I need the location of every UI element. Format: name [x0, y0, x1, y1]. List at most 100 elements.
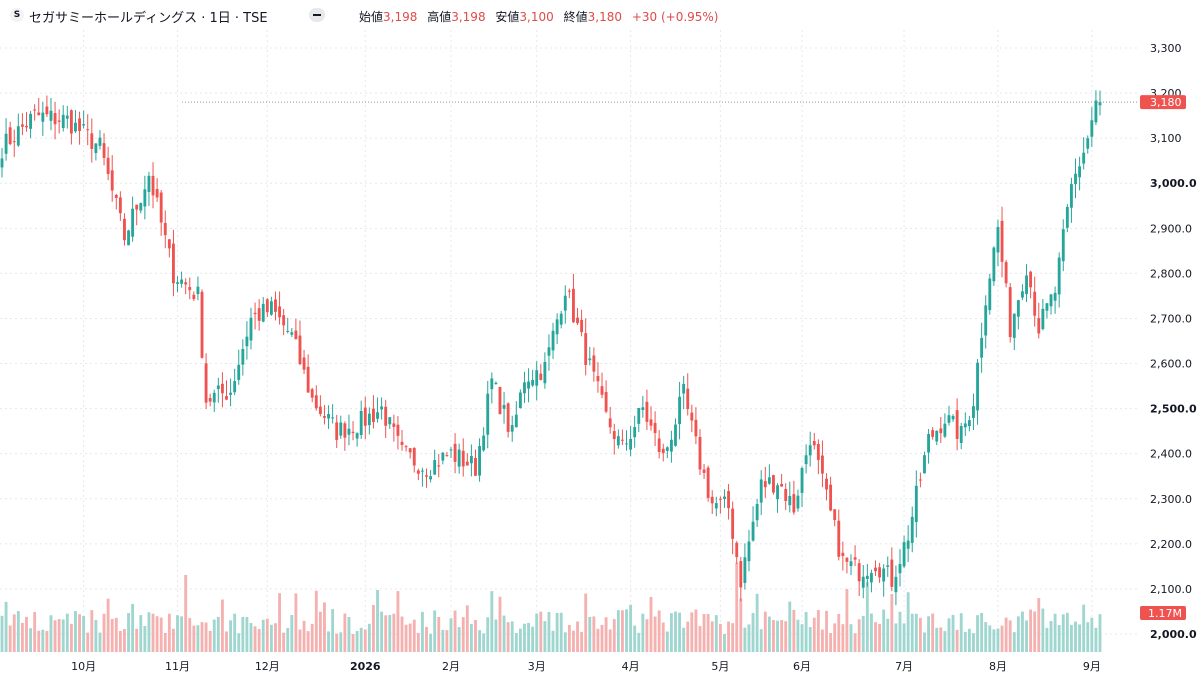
candle-body — [1094, 100, 1098, 123]
volume-bar — [449, 618, 453, 652]
candle-body — [4, 133, 8, 154]
volume-bar — [984, 622, 988, 652]
candle-body — [706, 467, 710, 498]
volume-bar — [923, 632, 926, 652]
volume-bar — [433, 610, 437, 652]
candle-body — [861, 576, 865, 588]
volume-bar — [41, 629, 45, 652]
volume-bar — [200, 622, 204, 652]
candle-body — [531, 380, 535, 386]
volume-bar — [592, 616, 596, 652]
volume-bar — [331, 609, 335, 652]
volume-bar — [804, 612, 808, 652]
candle-body — [931, 430, 935, 437]
volume-bar — [510, 621, 514, 652]
candle-body — [465, 461, 469, 466]
candle-body — [902, 542, 906, 567]
candle-body — [837, 520, 841, 557]
volume-bar — [1000, 625, 1004, 652]
volume-bar — [506, 622, 510, 652]
time-axis[interactable]: 10月 11月 12月 2026 2月 3月 4月 5月 6月 7月 8月 9月 — [71, 660, 1101, 673]
candle-body — [249, 317, 253, 341]
candle-body — [800, 468, 804, 493]
candle-body — [302, 357, 306, 370]
volume-bar — [669, 613, 673, 652]
volume-bar — [1041, 608, 1045, 652]
candle-body — [269, 301, 273, 315]
volume-bar — [723, 633, 726, 652]
candle-body — [621, 439, 624, 441]
candle-body — [110, 170, 114, 191]
volume-bar — [1045, 627, 1049, 652]
volume-bar — [1057, 625, 1061, 652]
candle-body — [698, 436, 702, 470]
candle-body — [547, 347, 551, 356]
volume-bar — [347, 616, 351, 652]
candle-body — [735, 542, 739, 558]
volume-bar — [12, 614, 16, 652]
candle-body — [927, 433, 930, 453]
low-value: 3,100 — [519, 10, 554, 24]
candle-body — [943, 423, 947, 437]
volume-bar — [1004, 617, 1008, 652]
candle-body — [845, 557, 849, 562]
price-axis[interactable]: 3,3003,2003,1003,000.02,900.02,800.02,70… — [1140, 42, 1197, 641]
candle-body — [1053, 292, 1057, 301]
candle-body — [890, 559, 894, 587]
volume-bar — [980, 612, 984, 652]
candle-body — [649, 419, 653, 426]
volume-bar — [637, 632, 641, 652]
candle-body — [494, 382, 498, 385]
collapse-minus-icon[interactable] — [309, 8, 325, 22]
y-tick-label: 3,000.0 — [1150, 177, 1197, 190]
y-tick-label: 2,800.0 — [1150, 267, 1192, 280]
candle-body — [441, 452, 445, 461]
volume-bar — [33, 612, 37, 652]
candle-body — [874, 567, 877, 572]
x-tick-label: 10月 — [71, 660, 96, 673]
candle-body — [220, 383, 224, 394]
volume-bar — [376, 589, 379, 652]
candle-body — [572, 288, 575, 323]
volume-bar — [1033, 611, 1037, 652]
volume-bar — [1061, 614, 1065, 652]
candle-body — [637, 408, 641, 424]
volume-bar — [441, 629, 445, 652]
volume-bar — [396, 591, 400, 652]
volume-bar — [94, 620, 98, 652]
candle-body — [323, 416, 326, 418]
candle-body — [74, 122, 77, 132]
volume-bar — [147, 612, 151, 652]
x-tick-label: 7月 — [895, 660, 913, 673]
candle-body — [498, 386, 502, 414]
volume-bar — [143, 626, 147, 652]
candle-body — [984, 305, 988, 336]
candle-body — [539, 373, 543, 380]
volume-bar — [86, 632, 90, 652]
candle-body — [147, 175, 151, 193]
high-label: 高値 — [427, 10, 452, 24]
candle-body — [543, 361, 547, 384]
candle-body — [127, 230, 130, 246]
candle-body — [196, 286, 200, 295]
candle-body — [282, 315, 286, 326]
candle-body — [743, 557, 747, 583]
volume-bar — [253, 626, 257, 652]
candle-body — [29, 113, 33, 129]
volume-bar — [294, 593, 298, 652]
volume-bar — [621, 610, 624, 652]
candle-body — [339, 422, 343, 436]
candle-body — [502, 405, 506, 409]
candle-body — [294, 330, 298, 340]
candle-body — [849, 561, 853, 567]
volume-bar — [988, 625, 992, 652]
candle-body — [453, 443, 457, 462]
volume-bar — [706, 613, 710, 652]
symbol-title[interactable]: セガサミーホールディングス · 1日 · TSE — [29, 11, 268, 26]
volume-bar — [947, 618, 951, 652]
volume-bar — [25, 616, 28, 652]
volume-bar — [955, 629, 959, 652]
candle-body — [388, 417, 392, 425]
candle-body — [135, 204, 139, 210]
